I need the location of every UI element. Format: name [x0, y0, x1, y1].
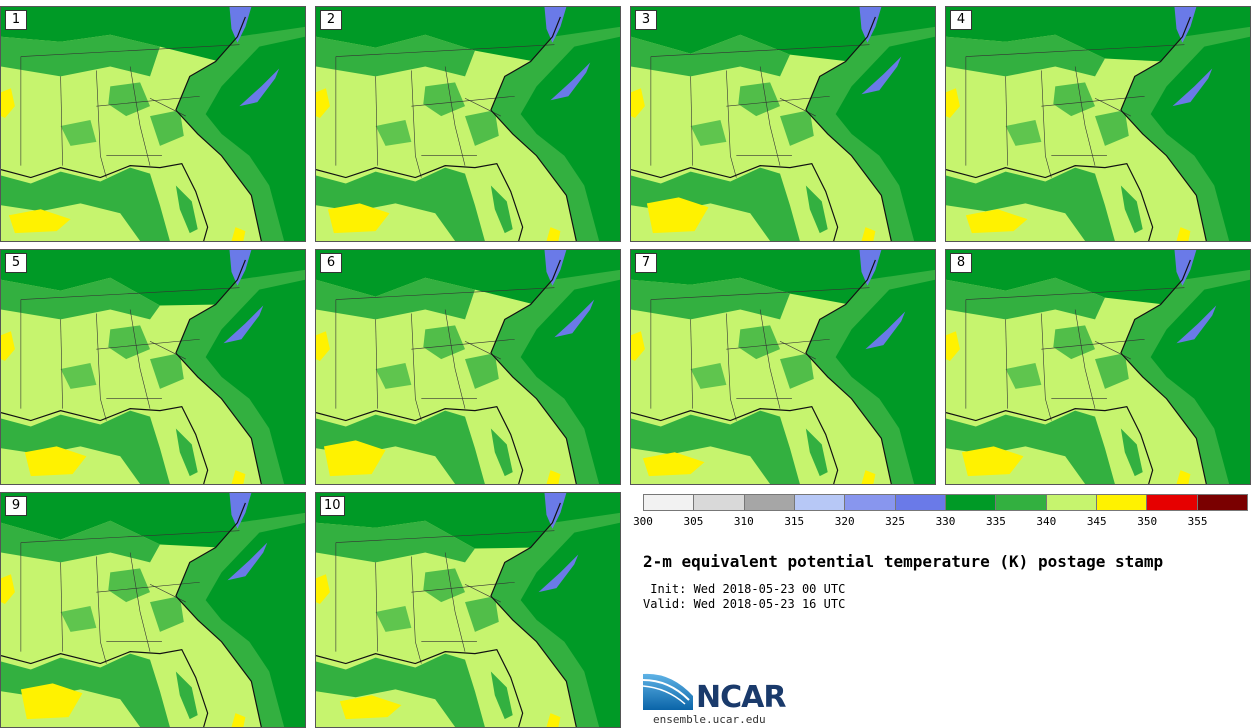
colorbar-segment: [794, 495, 846, 510]
ensemble-member-map: 2: [315, 6, 621, 242]
plot-title: 2-m equivalent potential temperature (K)…: [643, 552, 1164, 571]
ensemble-member-map: 9: [0, 492, 306, 728]
colorbar-segment: [1096, 495, 1148, 510]
member-number-label: 9: [5, 496, 27, 516]
colorbar-segment: [895, 495, 946, 510]
colorbar-segment: [845, 495, 896, 510]
ensemble-member-map: 1: [0, 6, 306, 242]
colorbar-tick-label: 315: [784, 515, 805, 528]
colorbar-segment: [694, 495, 745, 510]
valid-time: Valid: Wed 2018-05-23 16 UTC: [643, 597, 846, 611]
ensemble-member-map: 7: [630, 249, 936, 485]
init-time: Init: Wed 2018-05-23 00 UTC: [643, 582, 846, 596]
colorbar-tick-label: 330: [935, 515, 956, 528]
ensemble-member-map: 8: [945, 249, 1251, 485]
colorbar-segment: [1046, 495, 1097, 510]
colorbar-segment: [1197, 495, 1247, 510]
ensemble-member-map: 6: [315, 249, 621, 485]
ensemble-member-map: 10: [315, 492, 621, 728]
colorbar-segment: [1147, 495, 1198, 510]
colorbar-tick-label: 335: [985, 515, 1006, 528]
colorbar-tick-label: 310: [733, 515, 754, 528]
colorbar-tick-label: 350: [1137, 515, 1158, 528]
colorbar-segment: [945, 495, 997, 510]
colorbar-tick-label: 325: [885, 515, 906, 528]
colorbar-segment: [744, 495, 795, 510]
colorbar-segment: [996, 495, 1047, 510]
colorbar-tick-label: 320: [834, 515, 855, 528]
member-number-label: 10: [320, 496, 345, 516]
logo-url: ensemble.ucar.edu: [653, 713, 766, 726]
member-number-label: 4: [950, 10, 972, 30]
member-number-label: 1: [5, 10, 27, 30]
colorbar-tick-label: 355: [1187, 515, 1208, 528]
member-number-label: 5: [5, 253, 27, 273]
member-number-label: 6: [320, 253, 342, 273]
colorbar-tick-label: 340: [1036, 515, 1057, 528]
ensemble-member-map: 5: [0, 249, 306, 485]
colorbar: [643, 494, 1248, 511]
colorbar-segment: [644, 495, 695, 510]
member-number-label: 2: [320, 10, 342, 30]
member-number-label: 8: [950, 253, 972, 273]
colorbar-tick-label: 345: [1086, 515, 1107, 528]
logo-name: NCAR: [696, 680, 786, 715]
ensemble-member-map: 3: [630, 6, 936, 242]
member-number-label: 3: [635, 10, 657, 30]
ensemble-member-map: 4: [945, 6, 1251, 242]
member-number-label: 7: [635, 253, 657, 273]
colorbar-tick-label: 300: [633, 515, 653, 528]
colorbar-tick-label: 305: [683, 515, 704, 528]
ncar-logo-icon: [643, 673, 693, 710]
